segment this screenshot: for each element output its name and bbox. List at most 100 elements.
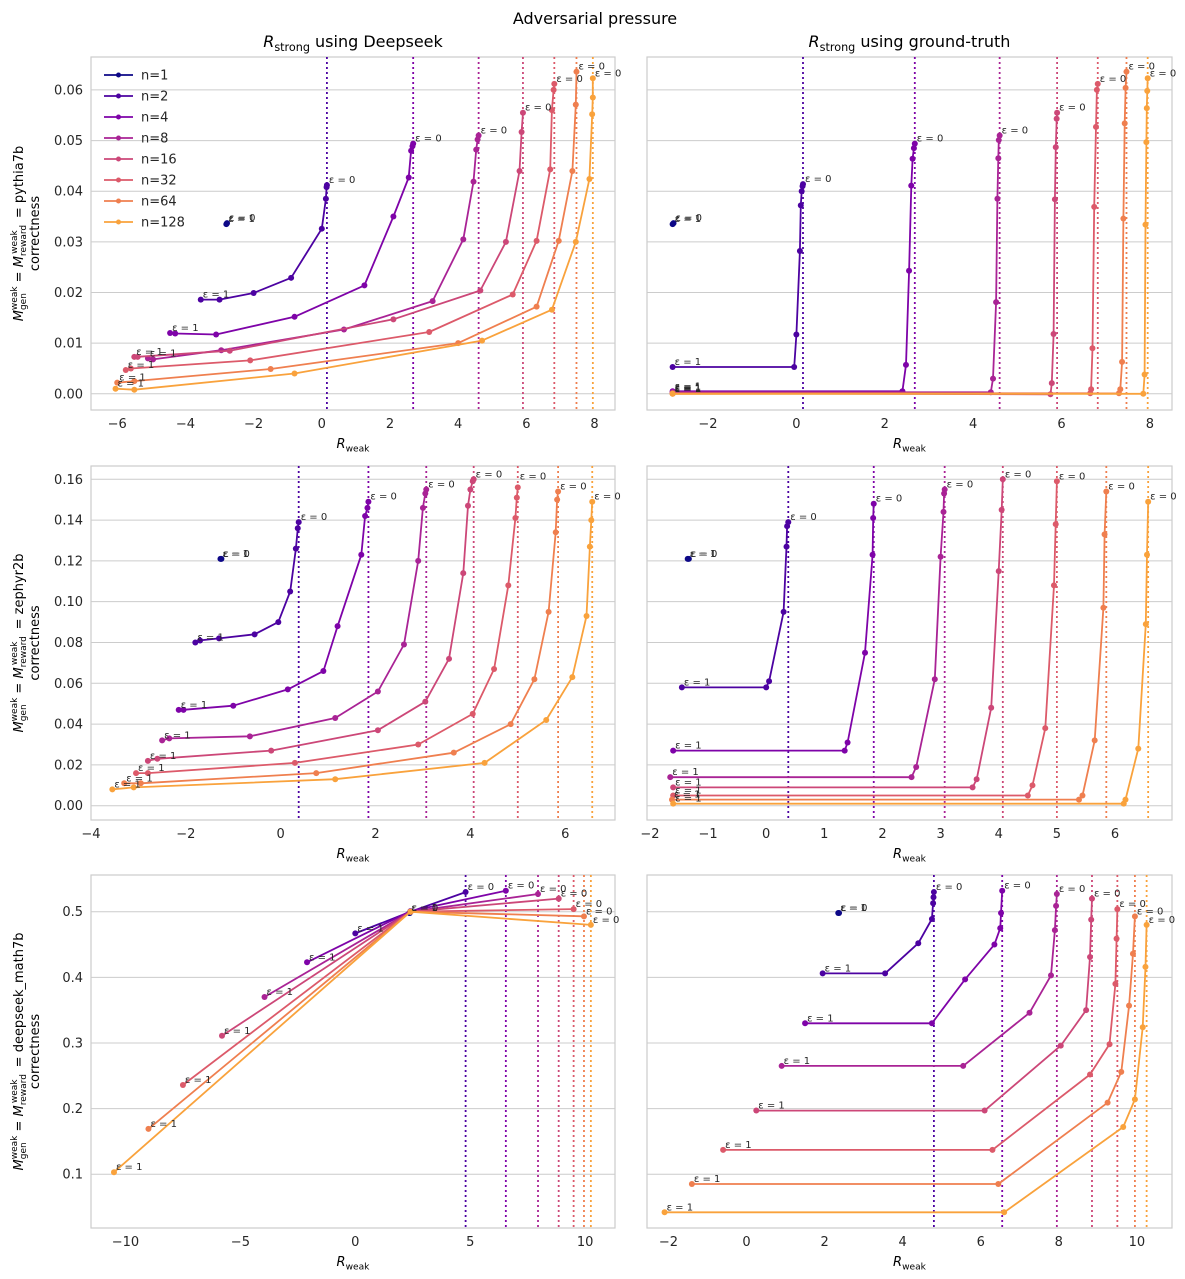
data-point-n=32 <box>415 741 422 748</box>
data-point-n=16 <box>1083 1007 1090 1014</box>
data-point-n=128 <box>661 1209 668 1216</box>
data-point-n=8 <box>150 356 157 363</box>
data-point-n=32 <box>1106 1041 1113 1048</box>
data-point-n=64 <box>545 608 552 615</box>
data-point-n=16 <box>1052 144 1059 151</box>
data-point-n=4 <box>862 649 869 656</box>
annotation-eps1: ε = 1 <box>694 1174 721 1185</box>
annotation-eps0: ε = 0 <box>561 889 588 900</box>
data-point-n=64 <box>1122 84 1129 91</box>
data-point-n=32 <box>512 515 519 522</box>
data-point-n=64 <box>1123 68 1130 75</box>
data-point-n=4 <box>906 267 913 274</box>
annotation-eps0: ε = 0 <box>1059 884 1086 895</box>
data-point-n=32 <box>548 107 555 114</box>
legend-marker-n=16 <box>116 156 121 162</box>
annotation-eps1: ε = 1 <box>725 1140 752 1151</box>
x-tick-label: 10 <box>1129 1235 1146 1250</box>
x-tick-label: 10 <box>577 1235 594 1250</box>
annotation-eps1: ε = 1 <box>784 1056 811 1067</box>
annotation-eps1: ε = 1 <box>825 963 852 974</box>
data-point-n=1 <box>836 910 843 917</box>
legend-marker-n=8 <box>116 135 121 141</box>
data-point-n=4 <box>175 706 182 713</box>
data-point-n=16 <box>134 353 141 360</box>
x-axis-label: Rweak <box>337 437 371 454</box>
y-tick-label: 0.16 <box>54 473 83 488</box>
data-point-n=32 <box>533 237 540 244</box>
annotation-eps1: ε = 1 <box>267 987 294 998</box>
data-point-n=1 <box>685 555 692 562</box>
x-axis-label: Rweak <box>337 847 371 864</box>
annotation-eps1: ε = 1 <box>675 786 702 797</box>
x-tick-label: −4 <box>81 827 100 842</box>
x-axis-label: Rweak <box>893 847 927 864</box>
y-axis-label: Mgenweak = Mrewardweak = pythia7bcorrect… <box>10 146 43 322</box>
data-point-n=64 <box>137 780 144 787</box>
legend-marker-n=64 <box>116 198 121 204</box>
data-point-n=4 <box>284 686 291 693</box>
x-tick-label: 2 <box>878 827 886 842</box>
data-point-n=32 <box>1029 782 1036 789</box>
data-point-n=16 <box>1057 1042 1064 1049</box>
x-tick-label: 6 <box>1111 827 1119 842</box>
annotation-eps1: ε = 1 <box>309 952 336 963</box>
data-point-n=1 <box>218 555 225 562</box>
data-point-n=2 <box>763 684 770 691</box>
y-tick-label: 0.00 <box>54 387 83 402</box>
data-point-n=2 <box>766 678 773 685</box>
data-point-n=64 <box>145 1125 152 1132</box>
annotation-eps1: ε = 1 <box>675 777 702 788</box>
data-point-n=8 <box>429 298 436 305</box>
data-point-n=16 <box>374 727 381 734</box>
data-point-n=4 <box>844 739 851 746</box>
data-point-n=4 <box>410 140 417 147</box>
x-tick-label: 3 <box>936 827 944 842</box>
data-point-n=2 <box>275 619 282 626</box>
data-point-n=128 <box>548 306 555 313</box>
annotation-eps0: ε = 0 <box>1128 62 1155 73</box>
legend: n=1 n=2 n=4 n=8 n=16 n=32 n=64 n=128 <box>104 69 185 231</box>
data-point-n=16 <box>460 570 467 577</box>
annotation-eps1: ε = 1 <box>116 1162 143 1173</box>
y-axis-label: Mgenweak = Mrewardweak = zephyr2bcorrect… <box>10 553 43 732</box>
data-point-n=32 <box>133 770 140 777</box>
data-point-n=8 <box>261 994 268 1001</box>
data-point-n=64 <box>554 496 561 503</box>
x-tick-label: 8 <box>590 417 598 432</box>
plot-area <box>91 875 615 1228</box>
x-tick-label: −1 <box>698 827 717 842</box>
axes-frame <box>90 465 616 821</box>
data-point-n=2 <box>791 363 798 370</box>
data-point-n=16 <box>467 486 474 493</box>
y-tick-label: 0.04 <box>54 185 83 200</box>
data-point-n=128 <box>479 337 486 344</box>
data-point-n=16 <box>1050 331 1057 338</box>
data-point-n=8 <box>1026 1009 1033 1016</box>
data-point-n=4 <box>841 747 848 754</box>
annotation-eps0: ε = 0 <box>540 884 567 895</box>
data-point-n=128 <box>586 176 593 183</box>
data-point-n=32 <box>1088 386 1095 393</box>
data-point-n=32 <box>505 582 512 589</box>
data-point-n=32 <box>247 357 254 364</box>
data-point-n=32 <box>509 291 516 298</box>
data-point-n=16 <box>998 506 1005 513</box>
annotation-eps0: ε = 0 <box>841 903 868 914</box>
annotation-eps0: ε = 0 <box>329 175 356 186</box>
data-point-n=8 <box>960 1062 967 1069</box>
legend-label: n=16 <box>141 153 177 168</box>
data-point-n=8 <box>995 155 1002 162</box>
data-point-n=2 <box>352 930 359 937</box>
data-point-n=4 <box>999 887 1006 894</box>
data-point-n=8 <box>415 557 422 564</box>
data-point-n=4 <box>230 702 237 709</box>
data-point-n=2 <box>819 970 826 977</box>
axes-frame <box>646 56 1173 411</box>
legend-marker-n=32 <box>116 177 121 183</box>
x-tick-label: −2 <box>640 827 659 842</box>
annotation-eps0: ε = 0 <box>412 903 439 914</box>
annotation-eps0: ε = 0 <box>578 62 605 73</box>
data-point-n=2 <box>798 188 805 195</box>
annotation-eps0: ε = 0 <box>594 492 621 503</box>
